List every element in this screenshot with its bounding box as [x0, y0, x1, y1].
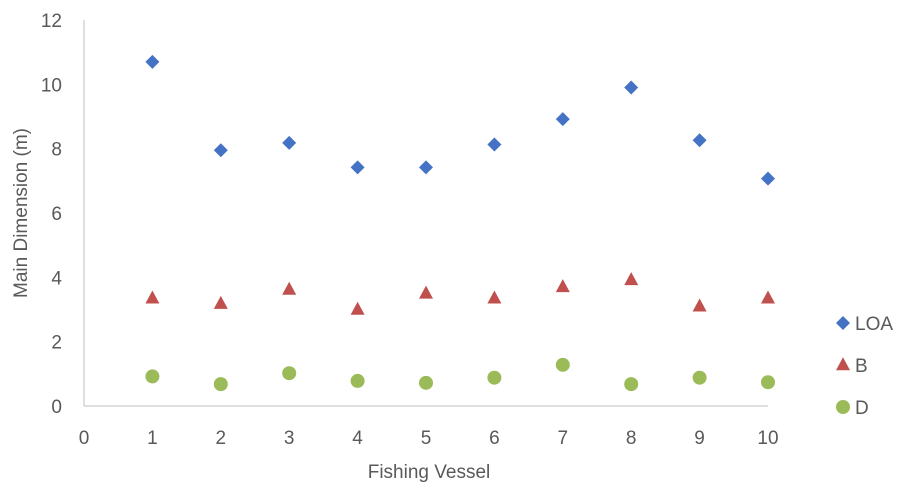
d-point — [145, 369, 160, 384]
x-tick-label: 4 — [352, 428, 363, 449]
x-axis-title: Fishing Vessel — [368, 462, 491, 483]
x-tick-label: 5 — [421, 428, 432, 449]
loa-point — [692, 133, 707, 148]
legend-marker-b — [836, 357, 850, 371]
y-tick-label: 10 — [41, 75, 62, 96]
x-tick-label: 0 — [79, 428, 90, 449]
d-point — [624, 377, 639, 392]
legend-label-d: D — [855, 398, 869, 419]
y-tick-label: 12 — [41, 11, 62, 32]
y-tick-label: 6 — [51, 204, 62, 225]
b-point — [145, 290, 160, 304]
axes — [83, 20, 768, 407]
legend-label-b: B — [855, 356, 868, 377]
d-point — [350, 373, 365, 388]
d-point — [282, 366, 297, 381]
b-point — [282, 281, 297, 295]
b-point — [419, 285, 433, 299]
x-tick-label: 2 — [216, 428, 227, 449]
x-tick-label: 3 — [284, 428, 295, 449]
b-point — [692, 298, 707, 312]
y-tick-label: 4 — [51, 268, 62, 289]
loa-point — [213, 143, 228, 158]
x-tick-label: 8 — [626, 428, 637, 449]
b-point — [624, 272, 639, 286]
b-point — [350, 301, 365, 315]
y-tick-label: 2 — [51, 333, 62, 354]
x-tick-label: 6 — [489, 428, 500, 449]
y-tick-label: 8 — [51, 140, 62, 161]
loa-point — [487, 137, 502, 152]
x-tick-label: 7 — [558, 428, 569, 449]
b-point — [213, 295, 228, 309]
b-point — [555, 279, 570, 293]
loa-point — [761, 171, 775, 186]
legend-marker-d — [836, 400, 850, 414]
legend-marker-loa — [836, 316, 850, 330]
x-tick-label: 1 — [147, 428, 158, 449]
loa-point — [419, 160, 433, 175]
x-tick-labels: 0 1 2 3 4 5 6 7 8 9 10 — [79, 428, 779, 449]
d-point — [419, 375, 433, 390]
y-axis-title: Main Dimension (m) — [11, 128, 32, 298]
d-point — [555, 357, 570, 372]
b-point — [761, 290, 775, 304]
d-point — [487, 370, 502, 385]
x-tick-label: 9 — [694, 428, 705, 449]
loa-point — [624, 80, 639, 95]
x-tick-label: 10 — [757, 428, 778, 449]
legend-label-loa: LOA — [855, 314, 893, 335]
y-tick-label: 0 — [51, 397, 62, 418]
d-point — [213, 377, 228, 392]
d-point — [692, 370, 707, 385]
loa-point — [350, 160, 365, 175]
y-tick-labels: 0 2 4 6 8 10 12 — [41, 11, 63, 418]
data-points — [145, 54, 775, 392]
legend: LOA BD — [836, 314, 893, 419]
loa-point — [555, 112, 570, 127]
b-point — [487, 290, 502, 304]
loa-point — [282, 135, 297, 150]
loa-point — [145, 54, 160, 69]
d-point — [761, 375, 775, 390]
